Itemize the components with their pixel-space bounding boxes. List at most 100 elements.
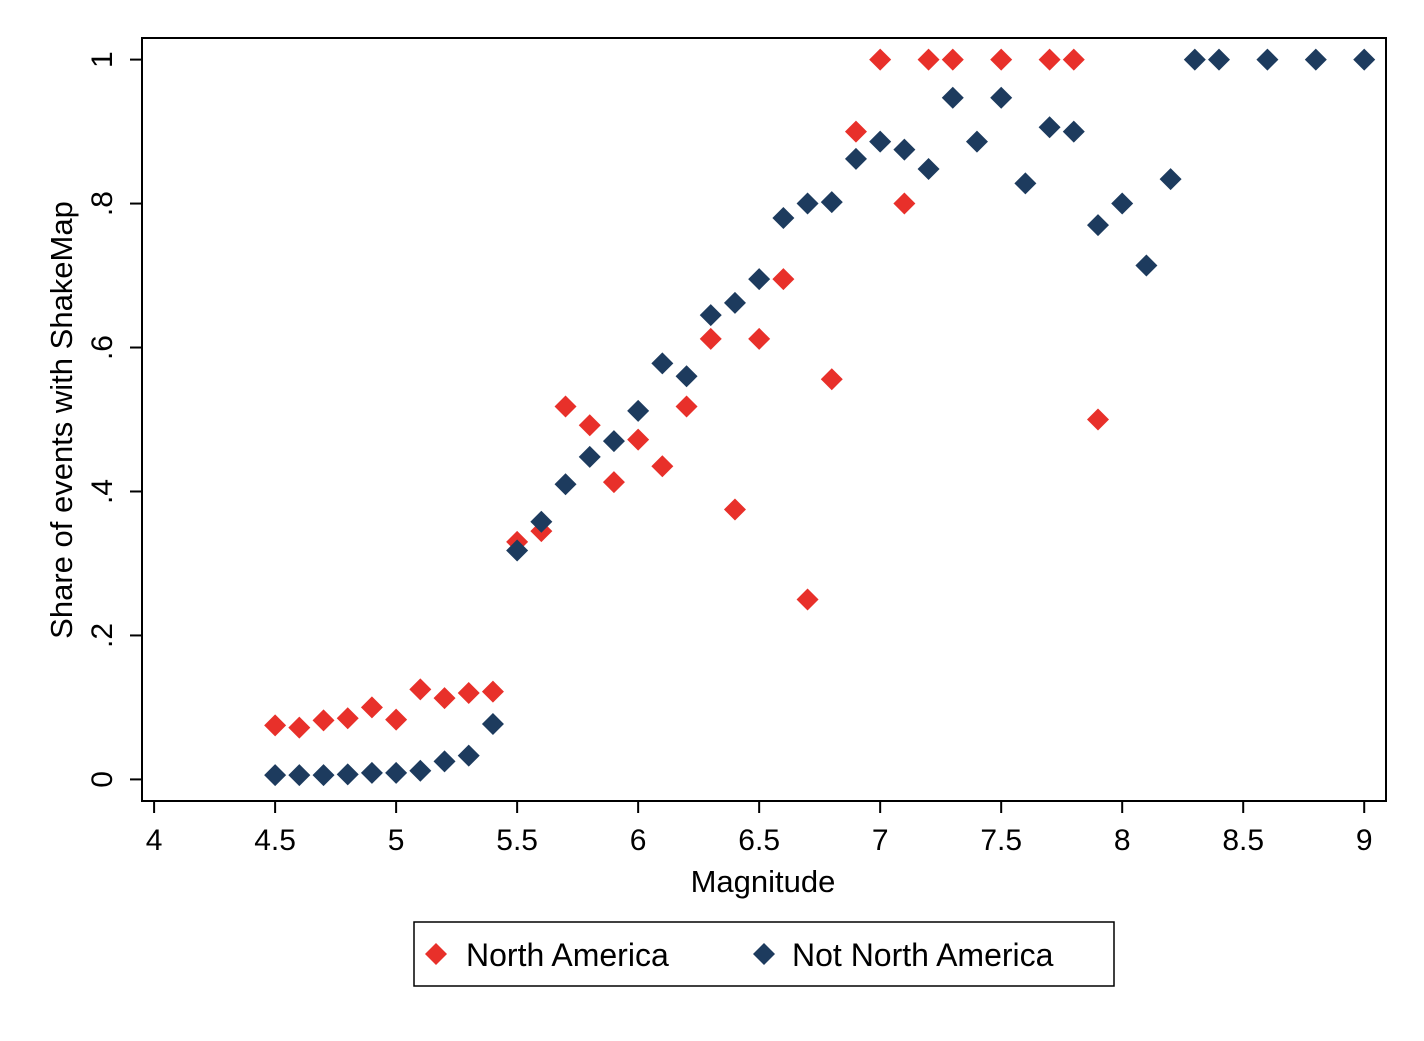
not-north-america-point [1135, 254, 1158, 277]
data-points [264, 48, 1376, 787]
north-america-point [990, 48, 1013, 71]
y-axis: 0 .2 .4 .6 .8 1 [86, 51, 142, 788]
y-axis-title: Share of events with ShakeMap [44, 201, 79, 639]
not-north-america-point [1086, 214, 1109, 237]
north-america-point [288, 716, 311, 739]
x-tick-label: 5.5 [496, 824, 538, 857]
north-america-point [748, 327, 771, 350]
north-america-point [409, 678, 432, 701]
north-america-point [869, 48, 892, 71]
not-north-america-point [360, 761, 383, 784]
not-north-america-point [288, 764, 311, 787]
not-north-america-point [409, 759, 432, 782]
north-america-point [772, 268, 795, 291]
x-tick-label: 7.5 [980, 824, 1022, 857]
north-america-point [481, 680, 504, 703]
not-north-america-point [990, 86, 1013, 109]
legend-label-north-america: North America [466, 937, 669, 973]
y-tick-label: 0 [86, 771, 119, 788]
not-north-america-point [312, 764, 335, 787]
legend: North America Not North America [413, 921, 1115, 987]
north-america-point [796, 588, 819, 611]
north-america-point [1086, 408, 1109, 431]
north-america-point [312, 709, 335, 732]
not-north-america-point [578, 445, 601, 468]
not-north-america-point [264, 764, 287, 787]
north-america-point [360, 696, 383, 719]
north-america-point [433, 687, 456, 710]
x-axis-title: Magnitude [691, 864, 836, 899]
not-north-america-point [1304, 48, 1327, 71]
not-north-america-point [820, 191, 843, 214]
north-america-point [264, 714, 287, 737]
north-america-point [336, 707, 359, 730]
not-north-america-point [602, 430, 625, 453]
north-america-point [699, 327, 722, 350]
x-tick-label: 9 [1356, 824, 1373, 857]
not-north-america-point [627, 399, 650, 422]
plot-area-frame [141, 37, 1387, 802]
north-america-point [554, 395, 577, 418]
north-america-point [578, 414, 601, 437]
north-america-point [1038, 48, 1061, 71]
x-axis: 4 4.5 5 5.5 6 6.5 7 7.5 8 8.5 9 [146, 801, 1373, 857]
not-north-america-point [385, 761, 408, 784]
north-america-point [723, 498, 746, 521]
not-north-america-point [748, 268, 771, 291]
x-tick-label: 8.5 [1222, 824, 1264, 857]
not-north-america-point [1159, 168, 1182, 191]
not-north-america-point [772, 206, 795, 229]
not-north-america-point [723, 291, 746, 314]
not-north-america-point [1256, 48, 1279, 71]
not-north-america-point [893, 138, 916, 161]
not-north-america-point [1183, 48, 1206, 71]
y-tick-label: 1 [86, 51, 119, 68]
not-north-america-point [433, 750, 456, 773]
north-america-point [1062, 48, 1085, 71]
not-north-america-point [506, 539, 529, 562]
not-north-america-point [651, 352, 674, 375]
x-tick-label: 4 [146, 824, 163, 857]
not-north-america-point [457, 744, 480, 767]
x-tick-label: 6.5 [738, 824, 780, 857]
not-north-america-point [1111, 192, 1134, 215]
north-america-point [627, 428, 650, 451]
not-north-america-point [1014, 172, 1037, 195]
north-america-point [893, 192, 916, 215]
north-america-point [844, 120, 867, 143]
not-north-america-point [1062, 120, 1085, 143]
north-america-point [651, 455, 674, 478]
x-tick-label: 6 [630, 824, 647, 857]
legend-label-not-north-america: Not North America [792, 937, 1054, 973]
not-north-america-point [699, 304, 722, 327]
not-north-america-point [965, 130, 988, 153]
y-tick-label: .4 [86, 479, 119, 504]
x-tick-label: 5 [388, 824, 405, 857]
north-america-point [675, 395, 698, 418]
not-north-america-point [530, 510, 553, 533]
y-tick-label: .8 [86, 191, 119, 216]
not-north-america-point [844, 147, 867, 170]
not-north-america-point [941, 86, 964, 109]
not-north-america-point [481, 712, 504, 735]
not-north-america-point [675, 365, 698, 388]
not-north-america-point [554, 473, 577, 496]
y-tick-label: .2 [86, 623, 119, 648]
not-north-america-point [336, 763, 359, 786]
north-america-point [917, 48, 940, 71]
y-tick-label: .6 [86, 335, 119, 360]
not-north-america-point [796, 192, 819, 215]
north-america-point [457, 682, 480, 705]
legend-marker-not-north-america [753, 943, 775, 965]
north-america-point [385, 708, 408, 731]
legend-marker-north-america [425, 943, 447, 965]
north-america-point [941, 48, 964, 71]
x-tick-label: 8 [1114, 824, 1131, 857]
not-north-america-point [869, 130, 892, 153]
north-america-point [602, 471, 625, 494]
north-america-point [820, 368, 843, 391]
x-tick-label: 7 [872, 824, 889, 857]
x-tick-label: 4.5 [254, 824, 296, 857]
